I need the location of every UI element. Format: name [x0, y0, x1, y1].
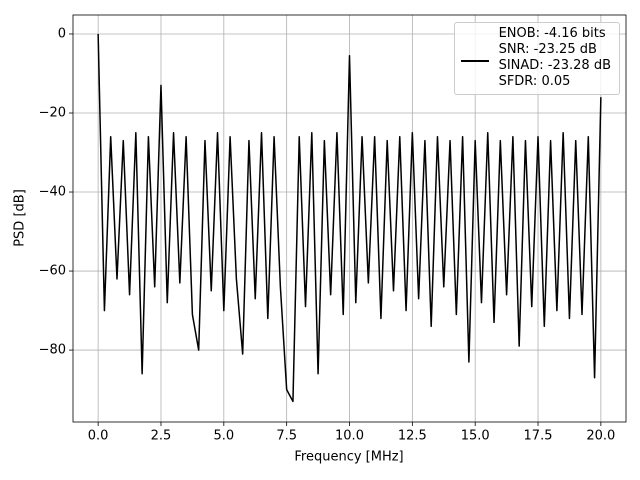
y-tick-label: −60 [39, 264, 66, 279]
x-tick-label: 7.5 [276, 429, 297, 444]
y-tick-label: 0 [58, 26, 66, 41]
legend: ENOB: -4.16 bits SNR: -23.25 dB SINAD: -… [453, 22, 620, 95]
y-tick-label: −40 [39, 185, 66, 200]
x-tick-label: 5.0 [213, 429, 234, 444]
x-tick-label: 0.0 [88, 429, 109, 444]
axes-frame [72, 14, 627, 423]
x-tick-label: 2.5 [151, 429, 172, 444]
psd-line [97, 33, 602, 403]
x-tick-label: 20.0 [586, 429, 615, 444]
x-tick-label: 15.0 [461, 429, 490, 444]
x-tick-label: 17.5 [524, 429, 553, 444]
legend-line [460, 60, 489, 62]
y-axis-label: PSD [dB] [13, 189, 28, 247]
x-tick-label: 10.0 [335, 429, 364, 444]
y-tick-label: −80 [39, 343, 66, 358]
y-tick-label: −20 [39, 105, 66, 120]
x-tick-label: 12.5 [398, 429, 427, 444]
x-axis-label: Frequency [MHz] [294, 450, 403, 465]
legend-label: ENOB: -4.16 bits SNR: -23.25 dB SINAD: -… [498, 26, 611, 89]
